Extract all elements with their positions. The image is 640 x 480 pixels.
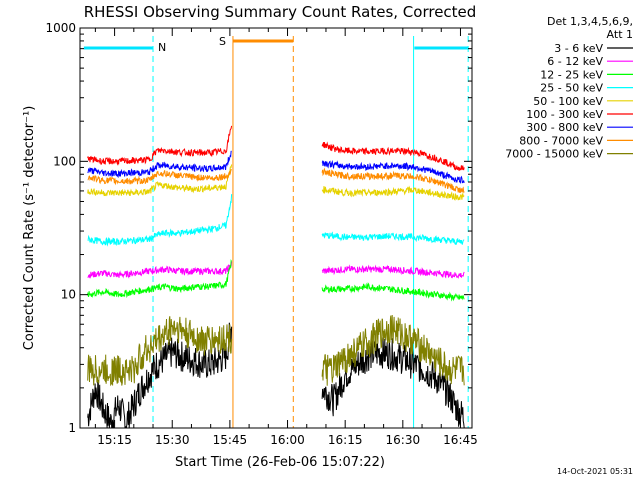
series-line — [87, 316, 233, 387]
y-axis-ticks: 1 10 100 1000 — [45, 21, 472, 435]
series-line — [87, 168, 232, 186]
x-tick-label: 15:15 — [97, 433, 132, 447]
y-tick-label: 100 — [53, 154, 76, 168]
x-tick-label: 16:45 — [443, 433, 478, 447]
series-line — [321, 185, 465, 201]
legend-entry-label: 800 - 7000 keV — [519, 134, 603, 147]
x-axis-label: Start Time (26-Feb-06 15:07:22) — [175, 455, 385, 470]
x-tick-label: 16:00 — [270, 433, 305, 447]
night-label: N — [158, 41, 166, 54]
legend-header-line1: Det 1,3,4,5,6,9, — [547, 15, 633, 28]
series-line — [321, 282, 465, 302]
series-line — [321, 264, 465, 279]
series-line — [321, 167, 465, 193]
series-line — [321, 141, 465, 171]
y-tick-label: 1 — [68, 421, 76, 435]
series-line — [87, 194, 233, 247]
series-line — [321, 231, 465, 245]
saa-label: S — [219, 35, 226, 48]
series-line — [87, 261, 233, 279]
y-tick-label: 10 — [61, 288, 76, 302]
legend-entry-label: 3 - 6 keV — [554, 42, 603, 55]
series-line — [87, 259, 233, 299]
y-tick-label: 1000 — [45, 21, 76, 35]
legend-entry-label: 25 - 50 keV — [540, 82, 603, 95]
legend-entry-label: 50 - 100 keV — [533, 95, 603, 108]
x-axis-ticks: 15:15 15:30 15:45 16:00 16:15 16:30 16:45 — [94, 28, 478, 447]
series-line — [87, 164, 233, 197]
legend-entry-label: 7000 - 15000 keV — [505, 148, 603, 161]
legend-entry-label: 100 - 300 keV — [526, 108, 603, 121]
y-axis-label: Corrected Count Rate (s⁻¹ detector⁻¹) — [22, 106, 37, 351]
x-tick-label: 15:30 — [155, 433, 190, 447]
legend-entry-label: 6 - 12 keV — [547, 55, 603, 68]
legend-header-line2: Att 1 — [607, 28, 633, 41]
footer-date: 14-Oct-2021 05:31 — [557, 467, 633, 476]
night-bars — [83, 39, 469, 50]
x-tick-label: 15:45 — [213, 433, 248, 447]
chart-title: RHESSI Observing Summary Count Rates, Co… — [84, 3, 477, 21]
legend-entry-label: 12 - 25 keV — [540, 68, 603, 81]
x-tick-label: 16:15 — [328, 433, 363, 447]
series-line — [87, 125, 233, 166]
series-line — [321, 159, 465, 184]
legend-entry-label: 300 - 800 keV — [526, 121, 603, 134]
axes-frame — [79, 27, 473, 429]
x-tick-label: 16:30 — [386, 433, 421, 447]
series-line — [87, 150, 232, 179]
series-line — [321, 314, 465, 386]
